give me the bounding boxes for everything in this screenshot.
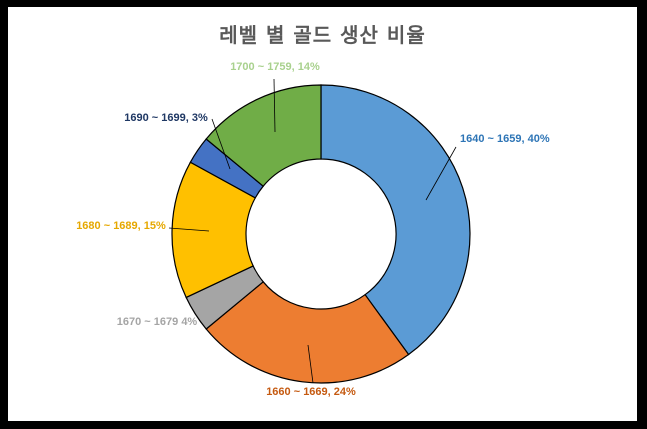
leader-line	[211, 118, 231, 170]
donut-slice-1660-1669	[205, 280, 410, 384]
data-label: 1660 ~ 1669, 24%	[266, 386, 356, 398]
leader-line	[307, 344, 314, 384]
data-label: 1640 ~ 1659, 40%	[460, 133, 550, 145]
donut-slice-1640-1659	[320, 84, 471, 356]
data-label: 1690 ~ 1699, 3%	[124, 112, 208, 124]
data-label: 1680 ~ 1689, 15%	[76, 220, 166, 232]
donut-slice-1700-1759	[205, 84, 322, 188]
chart-title: 레벨 별 골드 생산 비율	[219, 23, 426, 47]
leader-line	[168, 227, 210, 232]
chart-area: 레벨 별 골드 생산 비율 1640 ~ 1659, 40% 1660 ~ 166…	[8, 7, 637, 421]
donut-chart: 1640 ~ 1659, 40% 1660 ~ 1669, 24% 1670 ~ 1…	[76, 61, 550, 398]
data-label: 1670 ~ 1679 4%	[117, 316, 198, 328]
data-label: 1700 ~ 1759, 14%	[230, 61, 320, 73]
leader-line	[273, 78, 276, 133]
leader-line	[425, 146, 457, 201]
